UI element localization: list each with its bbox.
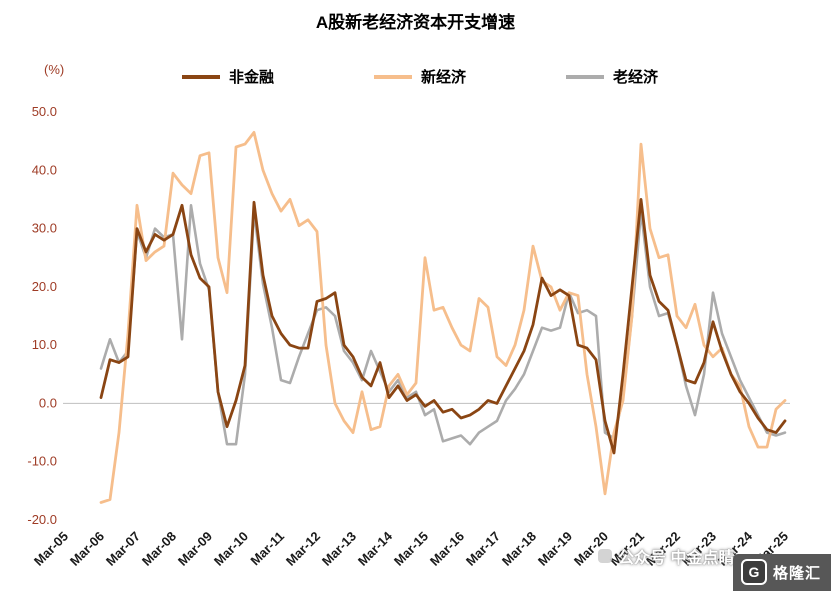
watermark-text: 公众号 中金点睛 <box>618 550 735 567</box>
x-tick-label: Mar-18 <box>499 529 539 569</box>
y-tick-label: 10.0 <box>32 337 57 352</box>
y-axis-unit-label: (%) <box>44 62 65 77</box>
legend-swatch-2 <box>566 74 604 79</box>
x-tick-label: Mar-08 <box>139 529 179 569</box>
series-line-0 <box>99 197 787 455</box>
legend-label-0: 非金融 <box>228 69 274 86</box>
x-tick-label: Mar-14 <box>355 528 396 569</box>
x-tick-label: Mar-06 <box>67 529 107 569</box>
x-tick-label: Mar-19 <box>535 529 575 569</box>
x-tick-label: Mar-11 <box>247 529 287 569</box>
chart-title: A股新老经济资本开支增速 <box>315 13 516 32</box>
chart-legend: 非金融 新经济 老经济 <box>50 66 790 87</box>
y-tick-label: 0.0 <box>39 395 57 410</box>
x-tick-label: Mar-17 <box>463 529 503 569</box>
x-tick-label: Mar-07 <box>103 529 143 569</box>
wechat-account-icon <box>598 549 612 563</box>
legend-label-1: 新经济 <box>420 69 466 86</box>
x-tick-label: Mar-12 <box>283 529 323 569</box>
gelonghui-logo: G 格隆汇 <box>732 554 831 591</box>
legend-item-2: 老经济 <box>566 66 658 87</box>
x-tick-label: Mar-10 <box>211 529 251 569</box>
watermark-wechat: 公众号 中金点睛 <box>598 544 734 568</box>
legend-item-1: 新经济 <box>373 66 466 87</box>
x-tick-label: Mar-15 <box>391 529 431 569</box>
x-tick-label: Mar-09 <box>175 529 215 569</box>
gelonghui-g-icon: G <box>740 559 767 585</box>
series-line-1 <box>99 130 787 504</box>
y-tick-label: 40.0 <box>32 162 57 177</box>
y-tick-label: -10.0 <box>27 454 57 469</box>
legend-label-2: 老经济 <box>613 69 659 86</box>
y-tick-label: 30.0 <box>32 221 57 236</box>
x-tick-label: Mar-05 <box>31 529 71 569</box>
gelonghui-logo-text: 格隆汇 <box>772 564 821 582</box>
legend-swatch-1 <box>373 74 412 79</box>
x-tick-label: Mar-16 <box>427 529 467 569</box>
legend-item-0: 非金融 <box>181 66 274 87</box>
y-tick-label: -20.0 <box>27 512 57 527</box>
legend-swatch-0 <box>181 74 220 79</box>
y-tick-label: 50.0 <box>32 104 57 119</box>
x-tick-label: Mar-13 <box>319 529 359 569</box>
y-tick-label: 20.0 <box>32 279 57 294</box>
